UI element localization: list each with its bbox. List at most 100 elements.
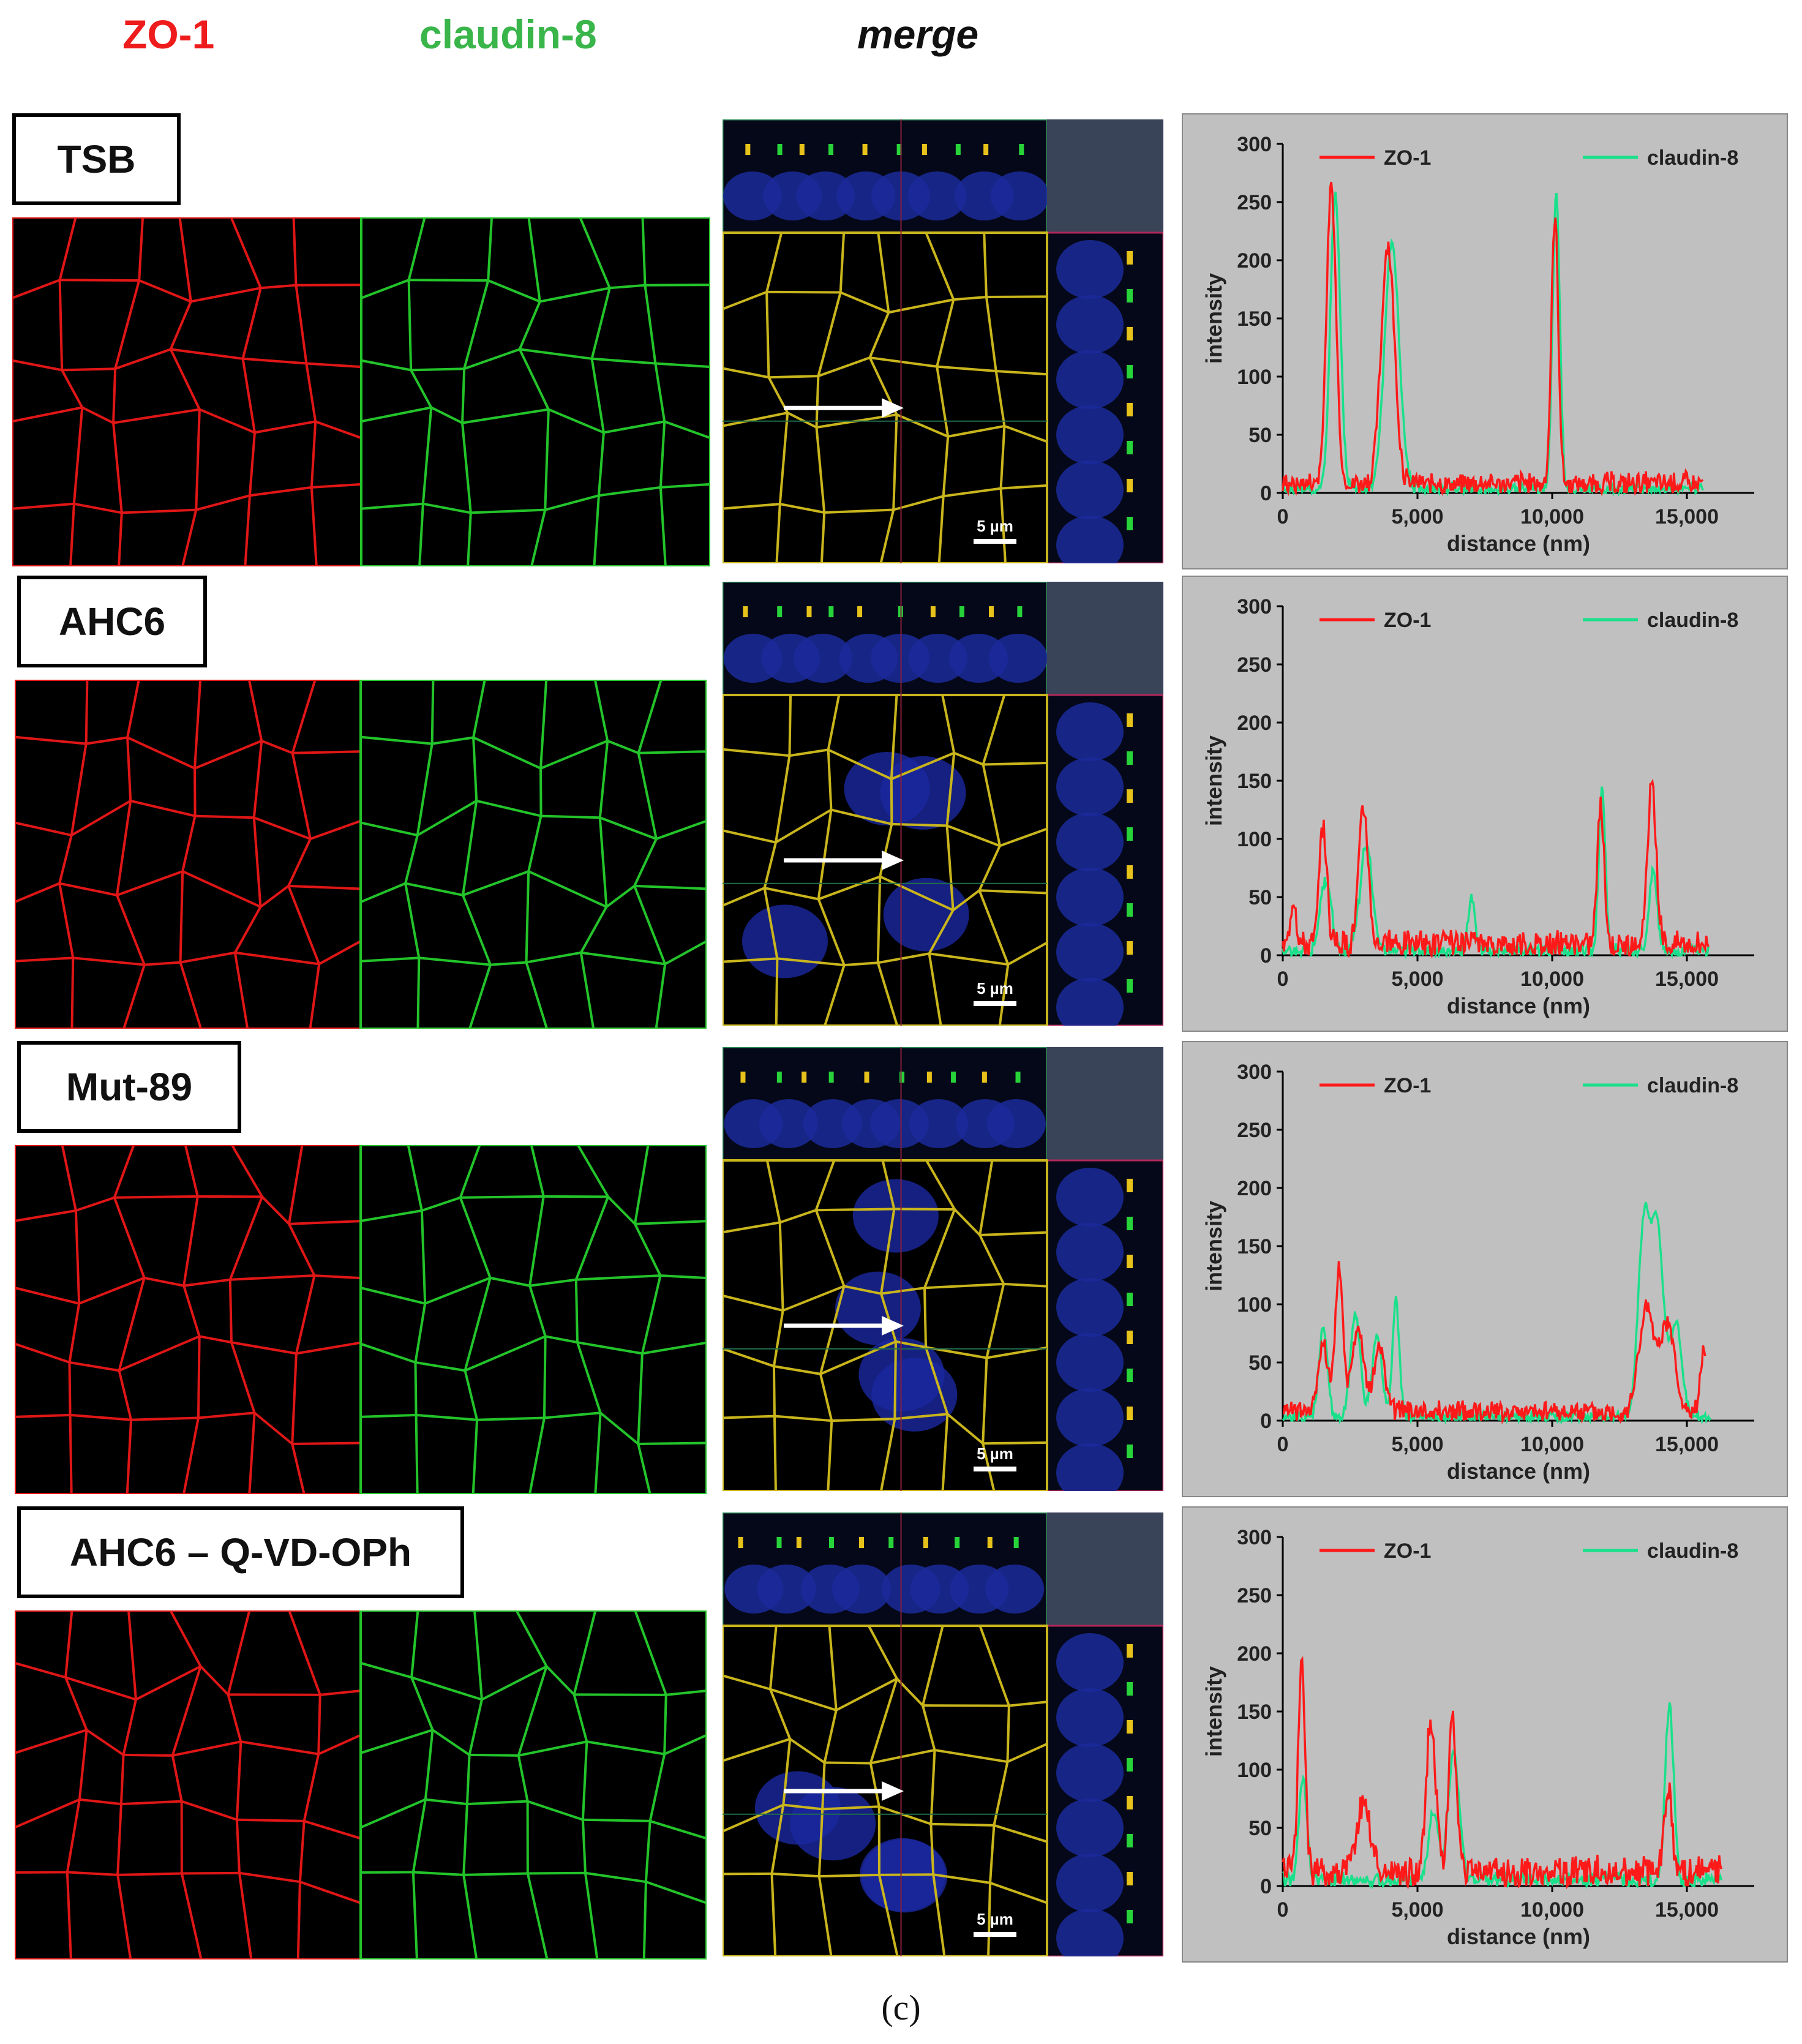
claudin8-channel-image <box>359 680 707 1029</box>
y-tick-label: 200 <box>1237 1642 1272 1666</box>
y-axis-label: intensity <box>1201 273 1226 364</box>
x-tick-label: 0 <box>1277 1433 1289 1456</box>
intensity-profile-chart: 0 50 100 150 200 250 300 0 5,000 10,000 15,000 dist… <box>1182 1041 1788 1497</box>
merge-column-header: merge <box>857 12 979 57</box>
x-tick-label: 0 <box>1277 1898 1289 1922</box>
x-tick-label: 10,000 <box>1520 968 1584 991</box>
merge-xy-image: 5 µm <box>723 582 1048 1026</box>
x-tick-label: 5,000 <box>1391 1898 1443 1922</box>
x-tick-label: 5,000 <box>1391 1433 1443 1456</box>
merge-yz-projection <box>1046 694 1163 1026</box>
condition-label: AHC6 <box>17 576 207 667</box>
scale-bar-label: 5 µm <box>977 1445 1013 1463</box>
legend-label: claudin-8 <box>1647 1539 1738 1563</box>
y-tick-label: 150 <box>1237 1235 1272 1258</box>
x-tick-label: 10,000 <box>1520 1898 1584 1922</box>
condition-label: TSB <box>12 113 181 205</box>
y-tick-label: 200 <box>1237 712 1272 735</box>
line-profile-arrow <box>784 1781 904 1801</box>
condition-label: AHC6 – Q-VD-OPh <box>17 1506 464 1598</box>
y-tick-label: 250 <box>1237 653 1272 677</box>
x-tick-label: 15,000 <box>1655 968 1719 991</box>
merge-xy-image: 5 µm <box>723 119 1048 563</box>
merge-xz-projection <box>723 119 1049 234</box>
y-tick-label: 150 <box>1237 307 1272 331</box>
merge-xz-projection <box>723 1512 1048 1627</box>
y-tick-label: 50 <box>1248 886 1272 909</box>
merge-micrograph: 5 µm <box>723 119 1163 563</box>
y-tick-label: 50 <box>1248 1817 1272 1840</box>
merge-xz-projection <box>723 582 1048 696</box>
merge-yz-projection <box>1046 1625 1163 1956</box>
scale-bar-label: 5 µm <box>977 979 1013 998</box>
y-tick-label: 200 <box>1237 1177 1272 1200</box>
y-tick-label: 100 <box>1237 828 1272 851</box>
merge-micrograph: 5 µm <box>723 582 1163 1026</box>
merge-corner-block <box>1047 119 1163 233</box>
zo1-column-header: ZO-1 <box>122 12 215 57</box>
claudin8-channel-image <box>359 1145 707 1494</box>
zo1-claudin8-micrograph <box>12 217 710 566</box>
intensity-profile-chart: 0 50 100 150 200 250 300 0 5,000 10,000 15,000 dist… <box>1182 113 1788 569</box>
x-tick-label: 15,000 <box>1655 1898 1719 1922</box>
merge-corner-block <box>1047 582 1163 695</box>
y-tick-label: 150 <box>1237 770 1272 793</box>
condition-label: Mut-89 <box>17 1041 241 1133</box>
y-tick-label: 250 <box>1237 1119 1272 1142</box>
merge-yz-projection <box>1046 1159 1163 1491</box>
x-axis-label: distance (nm) <box>1447 531 1590 556</box>
intensity-profile-chart: 0 50 100 150 200 250 300 0 5,000 10,000 15,000 dist… <box>1182 576 1788 1032</box>
y-tick-label: 0 <box>1260 482 1272 505</box>
scale-bar: 5 µm <box>974 979 1016 1006</box>
merge-yz-projection <box>1046 231 1163 563</box>
y-tick-label: 50 <box>1248 1351 1272 1375</box>
line-profile-arrow <box>784 398 904 418</box>
scale-bar: 5 µm <box>974 1445 1016 1471</box>
legend-label: ZO-1 <box>1384 609 1431 632</box>
zo1-claudin8-micrograph <box>15 1610 707 1959</box>
scale-bar-label: 5 µm <box>977 1910 1013 1928</box>
y-tick-label: 300 <box>1237 595 1272 618</box>
zo1-channel-image <box>12 217 362 566</box>
legend-label: ZO-1 <box>1384 1074 1431 1097</box>
y-tick-label: 0 <box>1260 1410 1272 1433</box>
x-tick-label: 15,000 <box>1655 505 1719 528</box>
zo1-channel-image <box>15 1610 362 1959</box>
merge-xy-image: 5 µm <box>723 1047 1048 1491</box>
y-tick-label: 100 <box>1237 1293 1272 1317</box>
y-tick-label: 50 <box>1248 424 1272 447</box>
x-axis-label: distance (nm) <box>1447 1459 1590 1484</box>
y-tick-label: 150 <box>1237 1700 1272 1724</box>
legend-label: claudin-8 <box>1647 146 1738 170</box>
zo1-claudin8-micrograph <box>15 1145 707 1494</box>
x-tick-label: 5,000 <box>1391 505 1443 528</box>
y-tick-label: 250 <box>1237 1584 1272 1607</box>
y-axis-label: intensity <box>1201 735 1226 826</box>
y-tick-label: 100 <box>1237 1759 1272 1782</box>
x-axis-label: distance (nm) <box>1447 993 1590 1018</box>
legend-label: claudin-8 <box>1647 1074 1738 1097</box>
merge-micrograph: 5 µm <box>723 1047 1163 1491</box>
x-tick-label: 10,000 <box>1520 505 1584 528</box>
x-axis-label: distance (nm) <box>1447 1924 1590 1949</box>
y-axis-label: intensity <box>1201 1666 1226 1757</box>
y-tick-label: 200 <box>1237 249 1272 272</box>
x-tick-label: 15,000 <box>1655 1433 1719 1456</box>
y-tick-label: 0 <box>1260 1875 1272 1898</box>
zo1-series-line <box>1282 1656 1722 1890</box>
x-tick-label: 10,000 <box>1520 1433 1584 1456</box>
legend-label: ZO-1 <box>1384 146 1431 170</box>
scale-bar-label: 5 µm <box>977 517 1013 535</box>
line-profile-arrow <box>784 1316 904 1336</box>
y-tick-label: 300 <box>1237 1526 1272 1549</box>
y-tick-label: 250 <box>1237 191 1272 214</box>
y-axis-label: intensity <box>1201 1201 1226 1291</box>
intensity-profile-chart: 0 50 100 150 200 250 300 0 5,000 10,000 15,000 dist… <box>1182 1506 1788 1963</box>
plot-background <box>1182 113 1788 569</box>
zo1-series-line <box>1282 1261 1706 1425</box>
merge-micrograph: 5 µm <box>723 1512 1163 1956</box>
zo1-series-line <box>1282 778 1710 959</box>
figure-caption: (c) <box>881 1988 921 2027</box>
zo1-series-line <box>1282 181 1704 497</box>
legend-label: claudin-8 <box>1647 609 1738 632</box>
